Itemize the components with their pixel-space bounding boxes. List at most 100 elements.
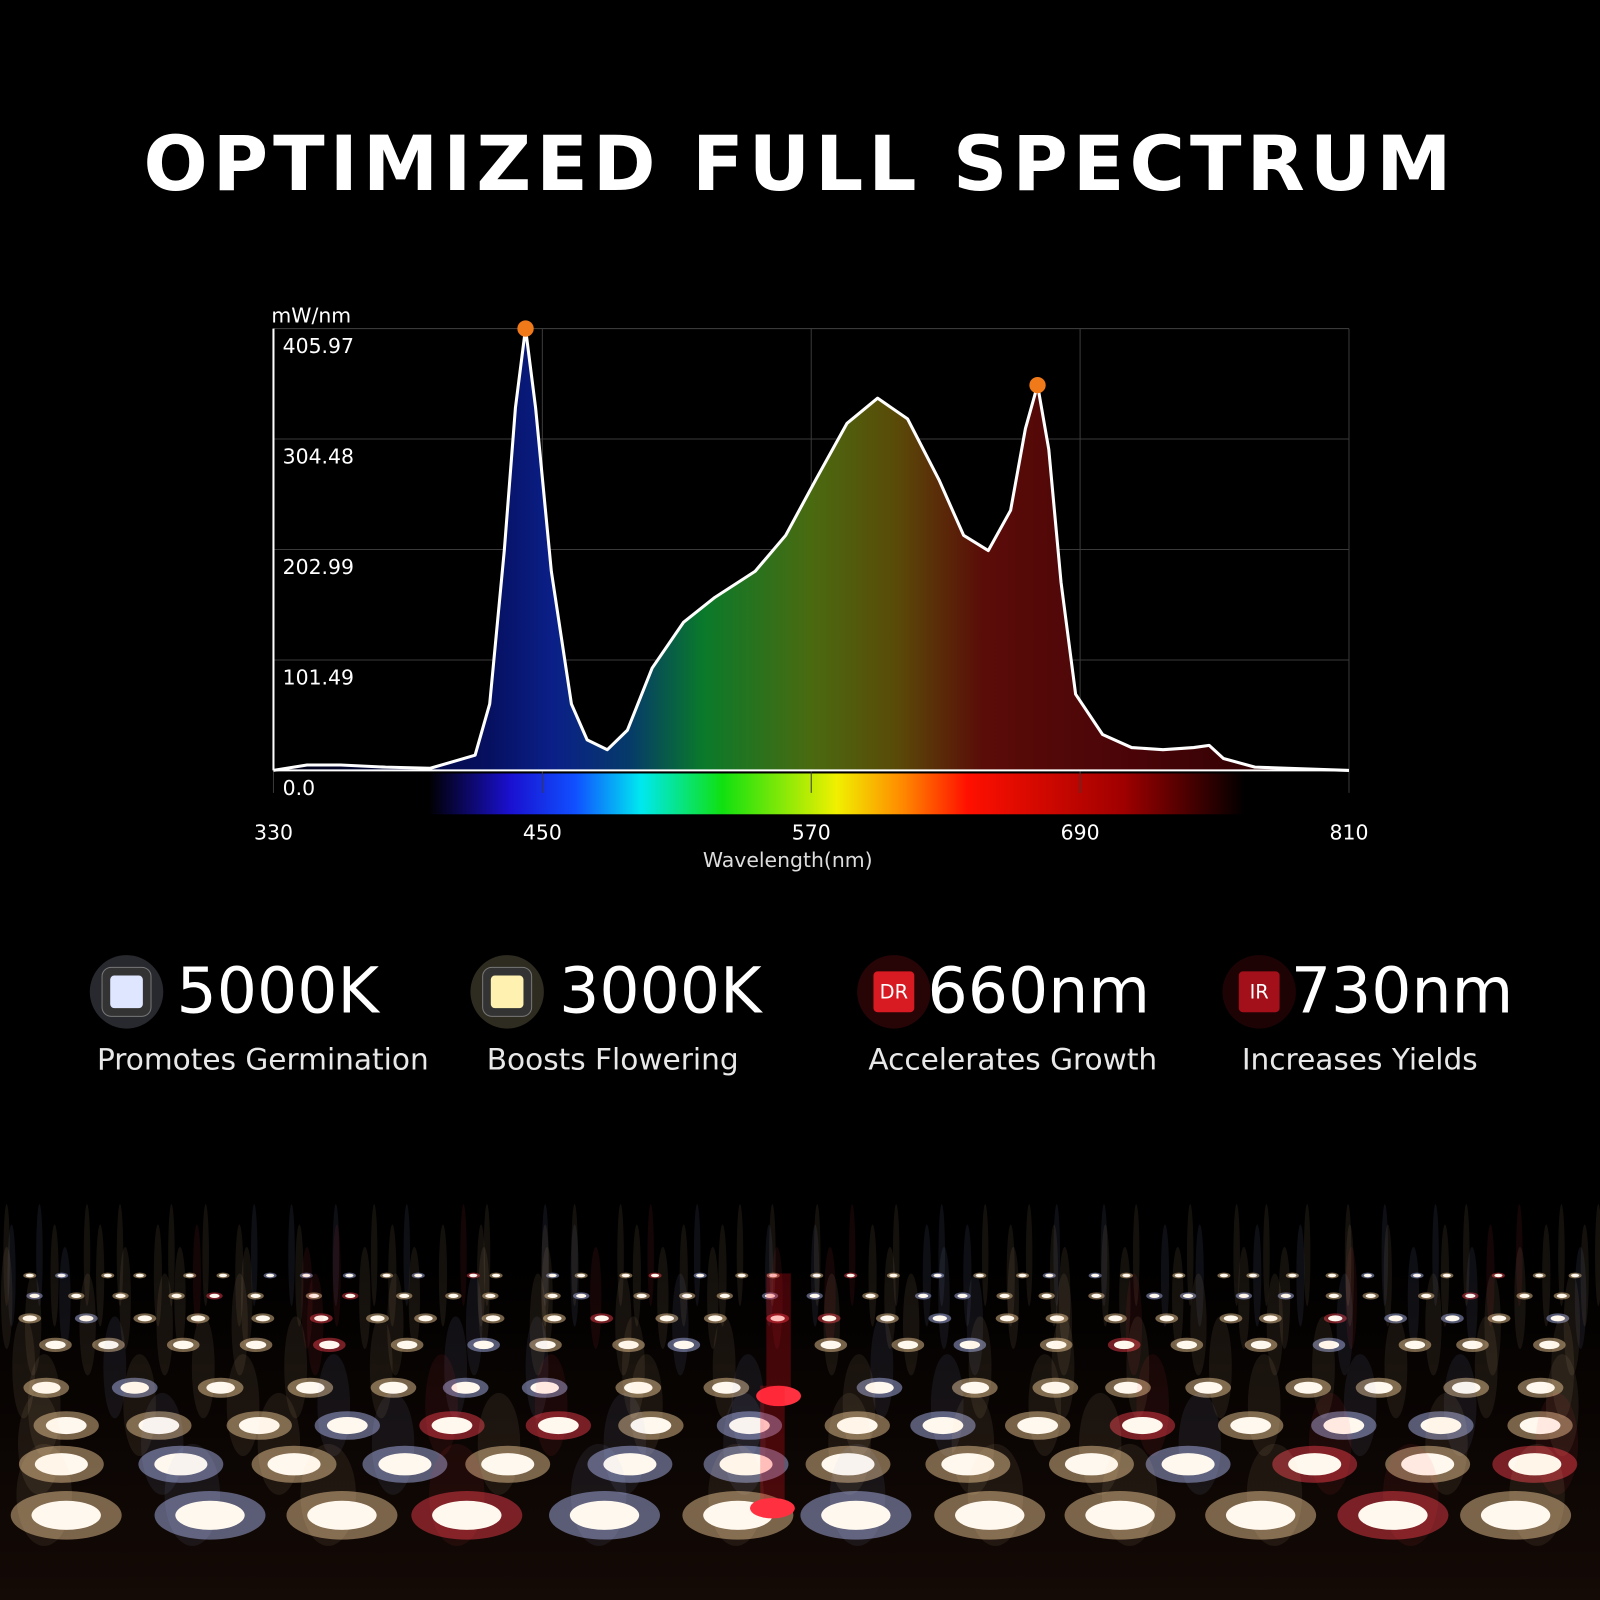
- light: [603, 1453, 657, 1476]
- light: [79, 1315, 94, 1322]
- light: [764, 1293, 776, 1299]
- light: [1293, 1381, 1323, 1394]
- light: [1323, 1416, 1365, 1435]
- light: [1248, 1273, 1257, 1278]
- light: [431, 1416, 473, 1435]
- light: [22, 1315, 37, 1322]
- light: [154, 1453, 208, 1476]
- light: [821, 1500, 891, 1530]
- light: [577, 1273, 586, 1278]
- light-beam: [811, 1224, 820, 1327]
- light-beam: [1516, 1204, 1523, 1307]
- light-beam: [1136, 1354, 1170, 1457]
- light: [955, 1500, 1025, 1530]
- light-beam: [824, 1246, 836, 1349]
- light: [1225, 1500, 1296, 1530]
- light-beam: [1574, 1246, 1587, 1349]
- light: [485, 1293, 496, 1299]
- light: [621, 1273, 630, 1278]
- plot: 0.0 101.49 202.99 304.48 405.97 330 450 570 690 8…: [254, 320, 1368, 845]
- light: [1535, 1273, 1544, 1278]
- light: [296, 1381, 325, 1394]
- light: [31, 1500, 101, 1530]
- light: [1465, 1293, 1476, 1299]
- feature: 3000K Boosts Flowering: [470, 953, 763, 1077]
- red-light: [750, 1497, 795, 1519]
- light: [1161, 1453, 1215, 1476]
- feature-value: 5000K: [177, 953, 381, 1027]
- x-tick-label: 570: [792, 821, 831, 845]
- light-beam: [116, 1204, 124, 1307]
- light: [1091, 1293, 1102, 1299]
- light: [1174, 1273, 1183, 1278]
- light: [448, 1293, 459, 1299]
- light: [1223, 1315, 1239, 1322]
- light: [103, 1273, 112, 1278]
- light-beam: [1195, 1224, 1204, 1327]
- light: [379, 1381, 408, 1394]
- light: [630, 1416, 672, 1435]
- light: [1526, 1381, 1555, 1394]
- light: [548, 1273, 557, 1278]
- light: [1041, 1293, 1052, 1299]
- light: [1539, 1340, 1560, 1350]
- light-beam: [902, 1273, 920, 1376]
- light-beam: [1407, 1246, 1420, 1349]
- light: [173, 1340, 194, 1350]
- red-light: [756, 1385, 802, 1407]
- feature: 5000K Promotes Germination: [89, 953, 429, 1077]
- y-tick-label: 304.48: [283, 444, 354, 468]
- light: [266, 1273, 275, 1278]
- light: [1064, 1453, 1119, 1476]
- light: [307, 1500, 377, 1530]
- light-beam: [103, 1316, 127, 1419]
- light: [1122, 1273, 1131, 1278]
- light: [960, 1381, 990, 1394]
- light-beam: [570, 1224, 579, 1327]
- light-beam: [465, 1273, 483, 1376]
- light: [636, 1293, 647, 1299]
- light-beam: [96, 1224, 105, 1327]
- light: [933, 1273, 942, 1278]
- light-beam: [301, 1246, 313, 1349]
- spectrum-bar: [428, 773, 1245, 815]
- x-tick-label: 690: [1061, 821, 1100, 845]
- x-tick-label: 330: [254, 821, 293, 845]
- light-beam: [1006, 1224, 1015, 1327]
- light: [1250, 1340, 1272, 1350]
- light-beam: [884, 1246, 896, 1349]
- light: [432, 1500, 502, 1530]
- light-beam: [1384, 1316, 1408, 1419]
- light-beam: [1484, 1273, 1501, 1376]
- light-beam: [963, 1224, 972, 1327]
- light-beam: [24, 1273, 42, 1376]
- light: [29, 1293, 40, 1299]
- light: [1571, 1273, 1580, 1278]
- light-beam: [1238, 1246, 1250, 1349]
- light: [34, 1453, 88, 1476]
- light: [1480, 1500, 1551, 1530]
- light-beam: [1253, 1224, 1262, 1327]
- peak-marker: [517, 320, 534, 337]
- light: [1219, 1273, 1229, 1278]
- light: [1318, 1340, 1340, 1350]
- light: [618, 1340, 639, 1350]
- light: [1288, 1453, 1342, 1476]
- light-beam: [295, 1224, 304, 1327]
- light: [267, 1453, 321, 1476]
- feature-value: 660nm: [928, 953, 1150, 1027]
- light: [71, 1293, 82, 1299]
- light-beam: [892, 1204, 900, 1307]
- light-beam: [332, 1204, 340, 1307]
- light-beam: [241, 1246, 253, 1349]
- light: [922, 1416, 964, 1435]
- light: [959, 1340, 981, 1350]
- light: [45, 1416, 87, 1435]
- light: [1328, 1315, 1343, 1322]
- y-tick-label: 101.49: [283, 665, 354, 689]
- light: [245, 1340, 267, 1350]
- light: [115, 1293, 126, 1299]
- light-beam: [981, 1204, 989, 1307]
- light-beam: [156, 1273, 173, 1376]
- light: [820, 1340, 842, 1350]
